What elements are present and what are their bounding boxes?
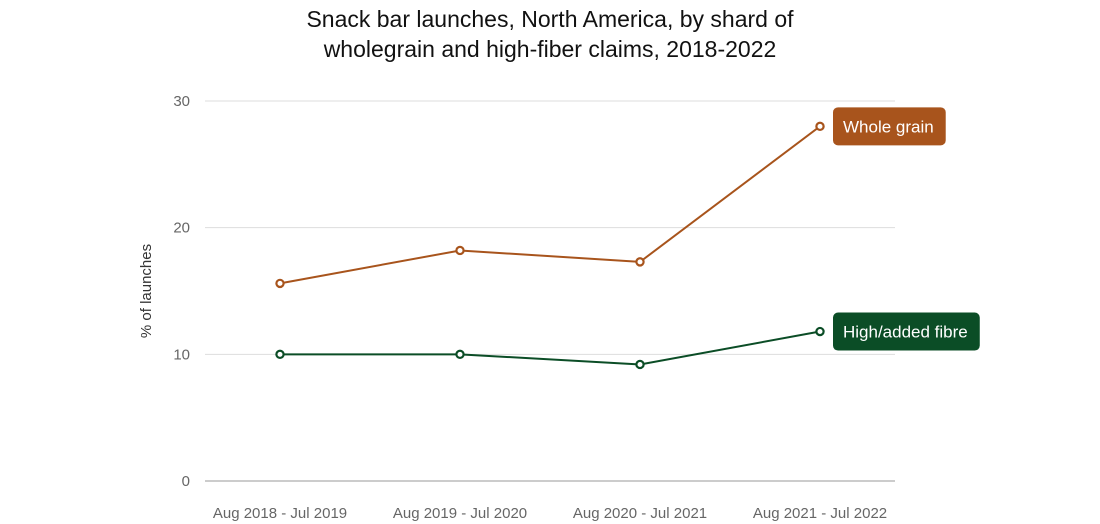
chart-title-line-1: Snack bar launches, North America, by sh… <box>306 6 794 32</box>
series-high-added-fibre <box>275 326 825 370</box>
y-tick-label: 30 <box>173 93 190 110</box>
y-tick-labels: 0 10 20 30 <box>173 93 190 490</box>
series-group <box>275 121 825 370</box>
series-label-box <box>833 107 946 146</box>
y-tick-label: 0 <box>182 473 190 490</box>
x-tick-label: Aug 2019 - Jul 2020 <box>393 505 527 522</box>
y-tick-label: 20 <box>173 220 190 237</box>
series-label-text: Whole grain <box>843 117 934 136</box>
chart-title: Snack bar launches, North America, by sh… <box>0 4 1100 64</box>
data-point <box>815 121 825 132</box>
data-point <box>455 349 465 360</box>
data-point <box>455 245 465 256</box>
series-labels: Whole grain High/added fibre <box>833 107 980 351</box>
chart-title-line-2: wholegrain and high-fiber claims, 2018-2… <box>323 36 777 62</box>
data-point <box>275 349 285 360</box>
y-axis-title: % of launches <box>138 244 155 338</box>
series-line <box>279 125 821 285</box>
series-label: Whole grain <box>833 107 946 146</box>
data-point <box>275 278 285 289</box>
series-line <box>280 330 821 366</box>
data-point <box>635 359 645 370</box>
series-whole-grain <box>275 121 825 289</box>
y-tick-label: 10 <box>173 346 190 363</box>
series-label-text: High/added fibre <box>843 323 968 342</box>
gridlines <box>205 100 895 482</box>
data-point <box>635 257 645 267</box>
x-tick-label: Aug 2018 - Jul 2019 <box>213 505 347 522</box>
x-tick-label: Aug 2021 - Jul 2022 <box>753 505 887 522</box>
series-label: High/added fibre <box>833 312 980 351</box>
x-tick-labels: Aug 2018 - Jul 2019 Aug 2019 - Jul 2020 Au… <box>213 505 887 522</box>
series-label-box <box>833 312 980 351</box>
x-tick-label: Aug 2020 - Jul 2021 <box>573 505 707 522</box>
data-point <box>815 326 825 337</box>
